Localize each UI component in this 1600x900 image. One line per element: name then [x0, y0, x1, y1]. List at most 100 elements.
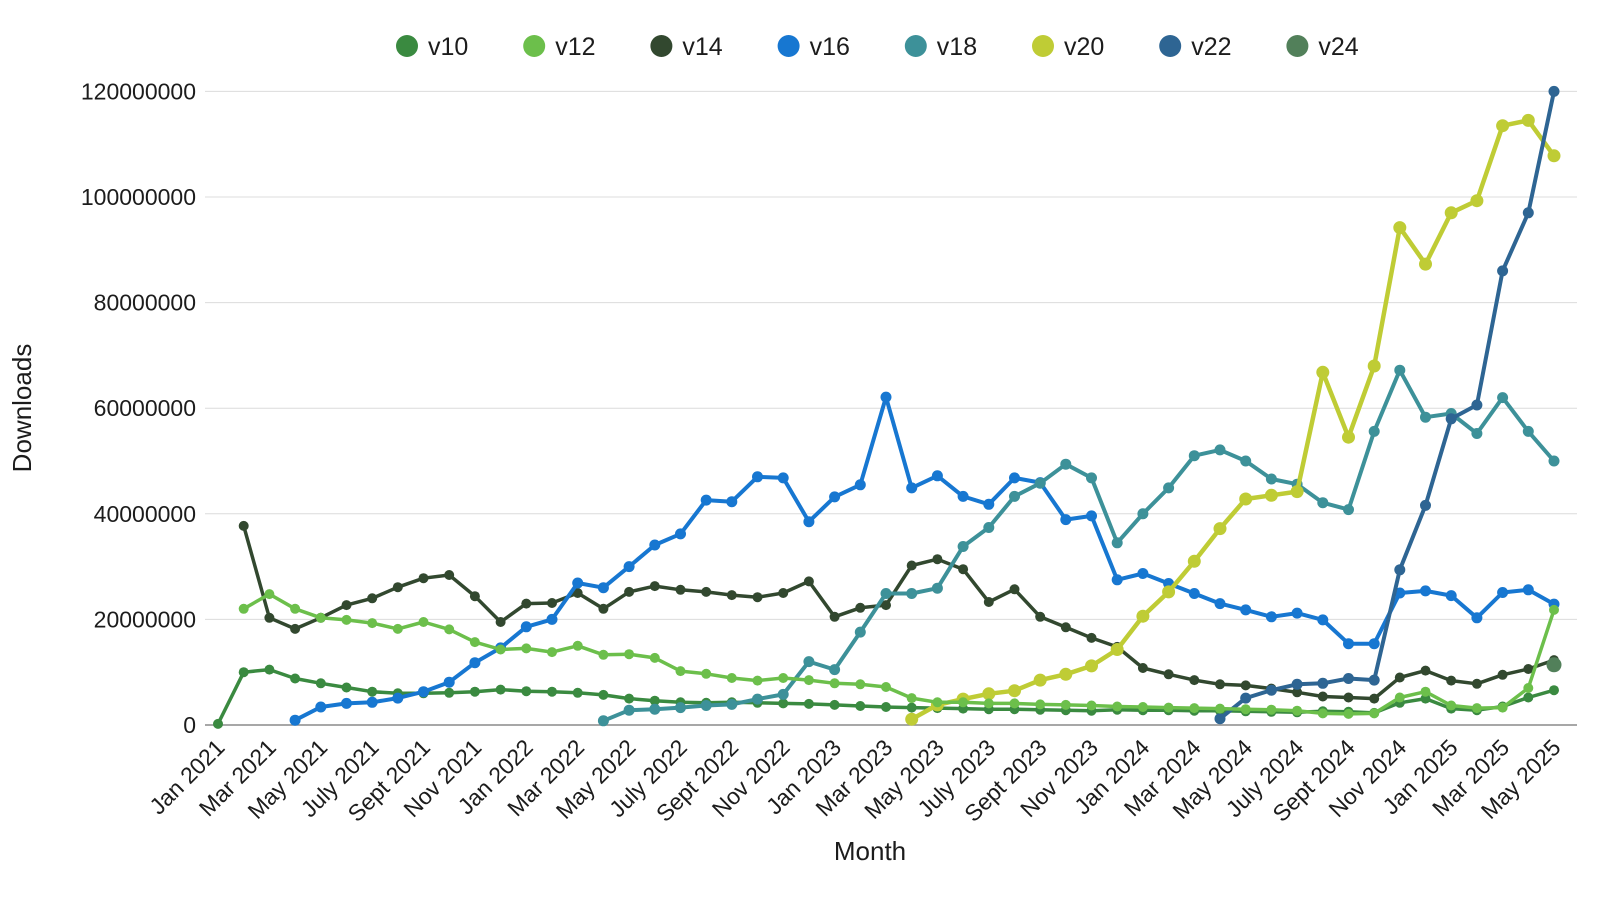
- series-point-v16-Aug-2022[interactable]: [700, 494, 712, 506]
- series-point-v14-Oct-2023[interactable]: [1060, 622, 1071, 633]
- series-point-v16-Feb-2022[interactable]: [546, 613, 558, 625]
- series-point-v16-Apr-2025[interactable]: [1522, 584, 1534, 596]
- series-point-v22-Sept-2024[interactable]: [1343, 673, 1354, 684]
- series-point-v18-July-2023[interactable]: [983, 522, 995, 533]
- series-point-v16-Mar-2023[interactable]: [880, 391, 892, 403]
- series-point-v18-Apr-2025[interactable]: [1522, 425, 1534, 437]
- series-point-v18-Nov-2023[interactable]: [1086, 472, 1097, 484]
- series-point-v14-Apr-2025[interactable]: [1523, 664, 1534, 674]
- series-point-v18-Oct-2024[interactable]: [1368, 425, 1380, 437]
- series-point-v12-Mar-2024[interactable]: [1189, 703, 1200, 714]
- series-point-v14-Nov-2024[interactable]: [1394, 672, 1405, 683]
- series-point-v14-Mar-2024[interactable]: [1189, 675, 1200, 686]
- series-point-v12-Dec-2021[interactable]: [495, 644, 506, 655]
- series-point-v16-Apr-2024[interactable]: [1214, 598, 1226, 610]
- series-point-v16-Jan-2025[interactable]: [1445, 590, 1457, 602]
- series-point-v18-Aug-2023[interactable]: [1009, 490, 1020, 502]
- legend-item-v14[interactable]: v14: [650, 33, 723, 61]
- series-point-v14-Jan-2022[interactable]: [521, 598, 532, 609]
- series-point-v14-Oct-2024[interactable]: [1369, 693, 1380, 704]
- legend-item-v22[interactable]: v22: [1159, 33, 1232, 61]
- legend-item-v10[interactable]: v10: [396, 33, 468, 61]
- legend-item-v16[interactable]: v16: [777, 33, 850, 61]
- series-point-v14-Nov-2021[interactable]: [469, 591, 480, 602]
- series-point-v20-Dec-2023[interactable]: [1110, 643, 1124, 656]
- series-point-v20-Oct-2023[interactable]: [1059, 667, 1073, 681]
- series-point-v22-May-2025[interactable]: [1548, 85, 1560, 97]
- series-point-v20-Nov-2024[interactable]: [1393, 221, 1407, 235]
- series-point-v12-Jan-2022[interactable]: [521, 643, 532, 654]
- series-point-v16-Oct-2022[interactable]: [752, 471, 763, 483]
- series-point-v10-Jan-2021[interactable]: [213, 718, 223, 729]
- series-point-v10-Feb-2022[interactable]: [547, 686, 557, 697]
- series-point-v16-Oct-2021[interactable]: [443, 676, 455, 688]
- series-point-v20-Oct-2024[interactable]: [1367, 359, 1381, 373]
- series-point-v10-Mar-2023[interactable]: [881, 702, 891, 712]
- series-point-v12-Aug-2023[interactable]: [1009, 698, 1020, 709]
- series-point-v16-Nov-2022[interactable]: [777, 472, 789, 484]
- series-point-v20-Sept-2024[interactable]: [1342, 430, 1355, 444]
- series-point-v10-Dec-2022[interactable]: [803, 698, 814, 709]
- legend-item-v24[interactable]: v24: [1286, 33, 1359, 61]
- series-point-v10-Feb-2023[interactable]: [855, 701, 866, 711]
- series-point-v18-Jan-2023[interactable]: [829, 664, 841, 676]
- series-point-v16-Aug-2023[interactable]: [1009, 472, 1020, 484]
- series-point-v12-July-2023[interactable]: [983, 698, 994, 709]
- series-point-v24-May-2025[interactable]: [1546, 657, 1562, 673]
- series-point-v12-Jan-2023[interactable]: [829, 678, 840, 689]
- series-point-v18-Sept-2024[interactable]: [1343, 504, 1354, 516]
- series-point-v20-Nov-2023[interactable]: [1085, 659, 1098, 673]
- series-point-v18-June-2022[interactable]: [649, 703, 661, 715]
- series-point-v12-Apr-2022[interactable]: [598, 649, 609, 660]
- series-point-v14-Apr-2021[interactable]: [290, 623, 301, 634]
- series-point-v10-Mar-2022[interactable]: [572, 687, 583, 698]
- series-point-v18-Sept-2023[interactable]: [1034, 477, 1046, 489]
- series-point-v14-Mar-2025[interactable]: [1497, 669, 1508, 680]
- series-point-v14-Apr-2024[interactable]: [1215, 679, 1225, 690]
- series-point-v10-Oct-2021[interactable]: [444, 687, 455, 698]
- series-point-v22-Apr-2025[interactable]: [1522, 207, 1534, 219]
- series-point-v14-July-2024[interactable]: [1292, 687, 1303, 698]
- series-point-v12-Oct-2021[interactable]: [444, 624, 455, 635]
- series-point-v12-Nov-2021[interactable]: [469, 637, 480, 648]
- series-point-v20-Apr-2024[interactable]: [1213, 522, 1227, 536]
- series-point-v12-June-2021[interactable]: [341, 614, 352, 625]
- series-point-v16-Nov-2023[interactable]: [1086, 510, 1097, 522]
- series-point-v14-Feb-2025[interactable]: [1471, 678, 1482, 689]
- series-point-v18-Dec-2023[interactable]: [1111, 537, 1123, 549]
- series-point-v12-Mar-2021[interactable]: [264, 589, 275, 600]
- series-point-v14-July-2023[interactable]: [983, 597, 994, 607]
- series-point-v18-June-2024[interactable]: [1265, 473, 1277, 485]
- series-point-v10-Jan-2022[interactable]: [521, 686, 532, 697]
- series-point-v12-Apr-2025[interactable]: [1523, 683, 1534, 693]
- series-point-v12-July-2022[interactable]: [675, 666, 686, 677]
- series-point-v20-Feb-2025[interactable]: [1470, 194, 1484, 208]
- series-point-v18-Feb-2024[interactable]: [1163, 482, 1175, 494]
- series-point-v12-June-2022[interactable]: [649, 652, 660, 663]
- series-point-v12-Oct-2022[interactable]: [752, 675, 763, 686]
- series-point-v12-May-2024[interactable]: [1240, 704, 1251, 715]
- series-point-v18-May-2025[interactable]: [1548, 455, 1560, 467]
- series-point-v20-July-2023[interactable]: [982, 687, 996, 701]
- series-point-v16-Sept-2022[interactable]: [726, 496, 738, 508]
- series-point-v20-Apr-2023[interactable]: [905, 712, 919, 726]
- series-point-v16-May-2024[interactable]: [1240, 604, 1252, 616]
- series-point-v12-Oct-2023[interactable]: [1060, 699, 1071, 710]
- series-point-v10-Dec-2021[interactable]: [495, 684, 506, 695]
- series-point-v14-Feb-2022[interactable]: [547, 598, 557, 608]
- series-point-v14-Oct-2021[interactable]: [444, 570, 455, 580]
- series-point-v16-May-2023[interactable]: [931, 470, 943, 482]
- series-point-v12-Oct-2024[interactable]: [1369, 708, 1380, 719]
- series-point-v10-Jan-2023[interactable]: [829, 699, 840, 710]
- series-point-v10-June-2022[interactable]: [649, 695, 660, 706]
- series-point-v16-June-2022[interactable]: [649, 539, 661, 551]
- series-point-v12-Dec-2022[interactable]: [803, 675, 814, 686]
- series-point-v12-Nov-2024[interactable]: [1394, 692, 1405, 703]
- series-point-v14-Nov-2022[interactable]: [778, 588, 789, 598]
- series-point-v12-Nov-2022[interactable]: [778, 673, 789, 683]
- series-point-v16-Feb-2025[interactable]: [1471, 612, 1483, 624]
- series-point-v18-May-2023[interactable]: [931, 582, 943, 594]
- series-point-v18-Feb-2023[interactable]: [854, 626, 866, 638]
- series-point-v18-Oct-2022[interactable]: [752, 693, 763, 705]
- series-point-v10-Apr-2022[interactable]: [598, 689, 609, 700]
